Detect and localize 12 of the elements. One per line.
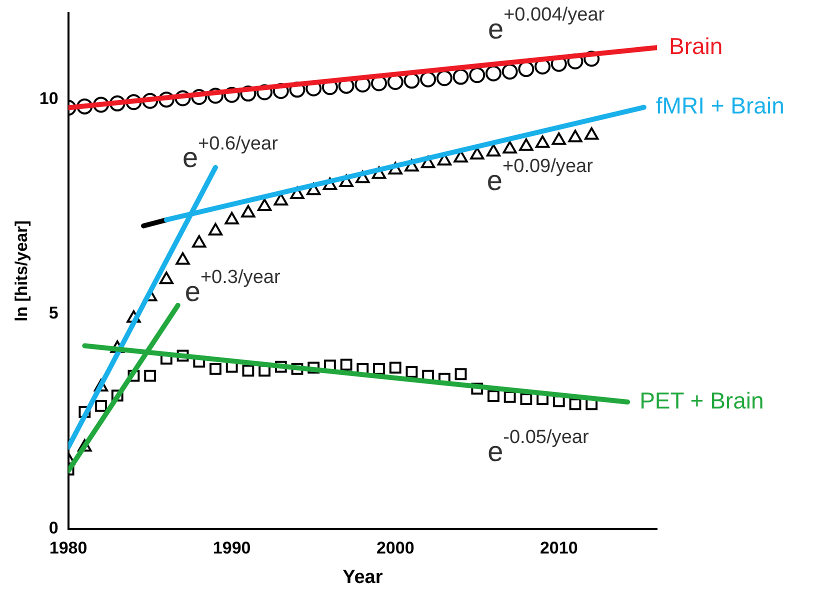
y-tick-label: 10 — [39, 88, 58, 108]
y-axis-title: ln [hits/year] — [12, 220, 31, 322]
y-tick-label: 0 — [48, 518, 58, 538]
x-tick-label: 1990 — [212, 538, 251, 558]
x-tick-label: 2010 — [540, 538, 578, 558]
x-tick-label: 2000 — [376, 538, 414, 558]
x-axis-title: Year — [342, 566, 384, 588]
series-label: fMRI + Brain — [656, 92, 784, 119]
x-tick-label: 1980 — [49, 538, 88, 558]
series-label: Brain — [669, 32, 723, 59]
y-tick-label: 5 — [48, 304, 58, 323]
series-label: PET + Brain — [640, 387, 764, 414]
